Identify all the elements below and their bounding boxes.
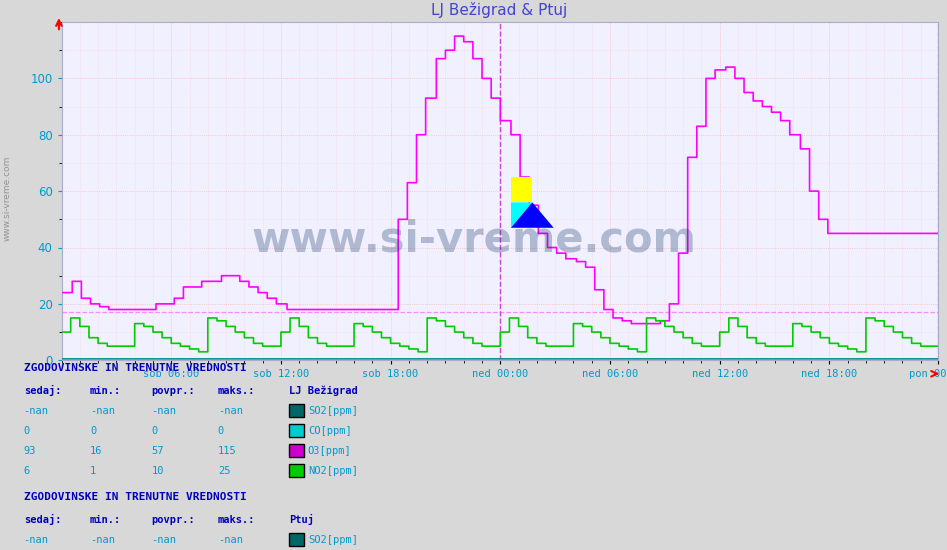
Text: 93: 93 bbox=[24, 446, 36, 456]
Text: maks.:: maks.: bbox=[218, 386, 256, 397]
Text: -nan: -nan bbox=[218, 535, 242, 545]
Text: min.:: min.: bbox=[90, 386, 121, 397]
Title: LJ Bežigrad & Ptuj: LJ Bežigrad & Ptuj bbox=[432, 2, 567, 18]
Text: -nan: -nan bbox=[152, 535, 176, 545]
Text: 10: 10 bbox=[152, 465, 164, 476]
Text: SO2[ppm]: SO2[ppm] bbox=[308, 535, 358, 545]
Polygon shape bbox=[511, 202, 532, 228]
Text: 0: 0 bbox=[152, 426, 158, 436]
Text: 25: 25 bbox=[218, 465, 230, 476]
Text: povpr.:: povpr.: bbox=[152, 515, 195, 525]
Text: -nan: -nan bbox=[24, 535, 48, 545]
Text: -nan: -nan bbox=[152, 406, 176, 416]
Text: www.si-vreme.com: www.si-vreme.com bbox=[3, 155, 12, 241]
Text: NO2[ppm]: NO2[ppm] bbox=[308, 465, 358, 476]
Text: -nan: -nan bbox=[24, 406, 48, 416]
Text: ZGODOVINSKE IN TRENUTNE VREDNOSTI: ZGODOVINSKE IN TRENUTNE VREDNOSTI bbox=[24, 363, 246, 373]
Text: 6: 6 bbox=[24, 465, 30, 476]
Text: sedaj:: sedaj: bbox=[24, 386, 62, 397]
Text: 1: 1 bbox=[90, 465, 97, 476]
Text: 115: 115 bbox=[218, 446, 237, 456]
Text: 57: 57 bbox=[152, 446, 164, 456]
Text: sedaj:: sedaj: bbox=[24, 514, 62, 525]
Text: www.si-vreme.com: www.si-vreme.com bbox=[251, 218, 696, 260]
Text: 0: 0 bbox=[218, 426, 224, 436]
Text: min.:: min.: bbox=[90, 515, 121, 525]
Text: ZGODOVINSKE IN TRENUTNE VREDNOSTI: ZGODOVINSKE IN TRENUTNE VREDNOSTI bbox=[24, 492, 246, 502]
Text: CO[ppm]: CO[ppm] bbox=[308, 426, 351, 436]
Text: -nan: -nan bbox=[218, 406, 242, 416]
Text: O3[ppm]: O3[ppm] bbox=[308, 446, 351, 456]
Text: LJ Bežigrad: LJ Bežigrad bbox=[289, 386, 358, 397]
Text: Ptuj: Ptuj bbox=[289, 514, 313, 525]
Bar bbox=[511, 177, 532, 202]
Text: -nan: -nan bbox=[90, 535, 115, 545]
Text: SO2[ppm]: SO2[ppm] bbox=[308, 406, 358, 416]
Text: 0: 0 bbox=[90, 426, 97, 436]
Text: 0: 0 bbox=[24, 426, 30, 436]
Text: 16: 16 bbox=[90, 446, 102, 456]
Text: maks.:: maks.: bbox=[218, 515, 256, 525]
Text: povpr.:: povpr.: bbox=[152, 386, 195, 397]
Polygon shape bbox=[511, 202, 554, 228]
Text: -nan: -nan bbox=[90, 406, 115, 416]
